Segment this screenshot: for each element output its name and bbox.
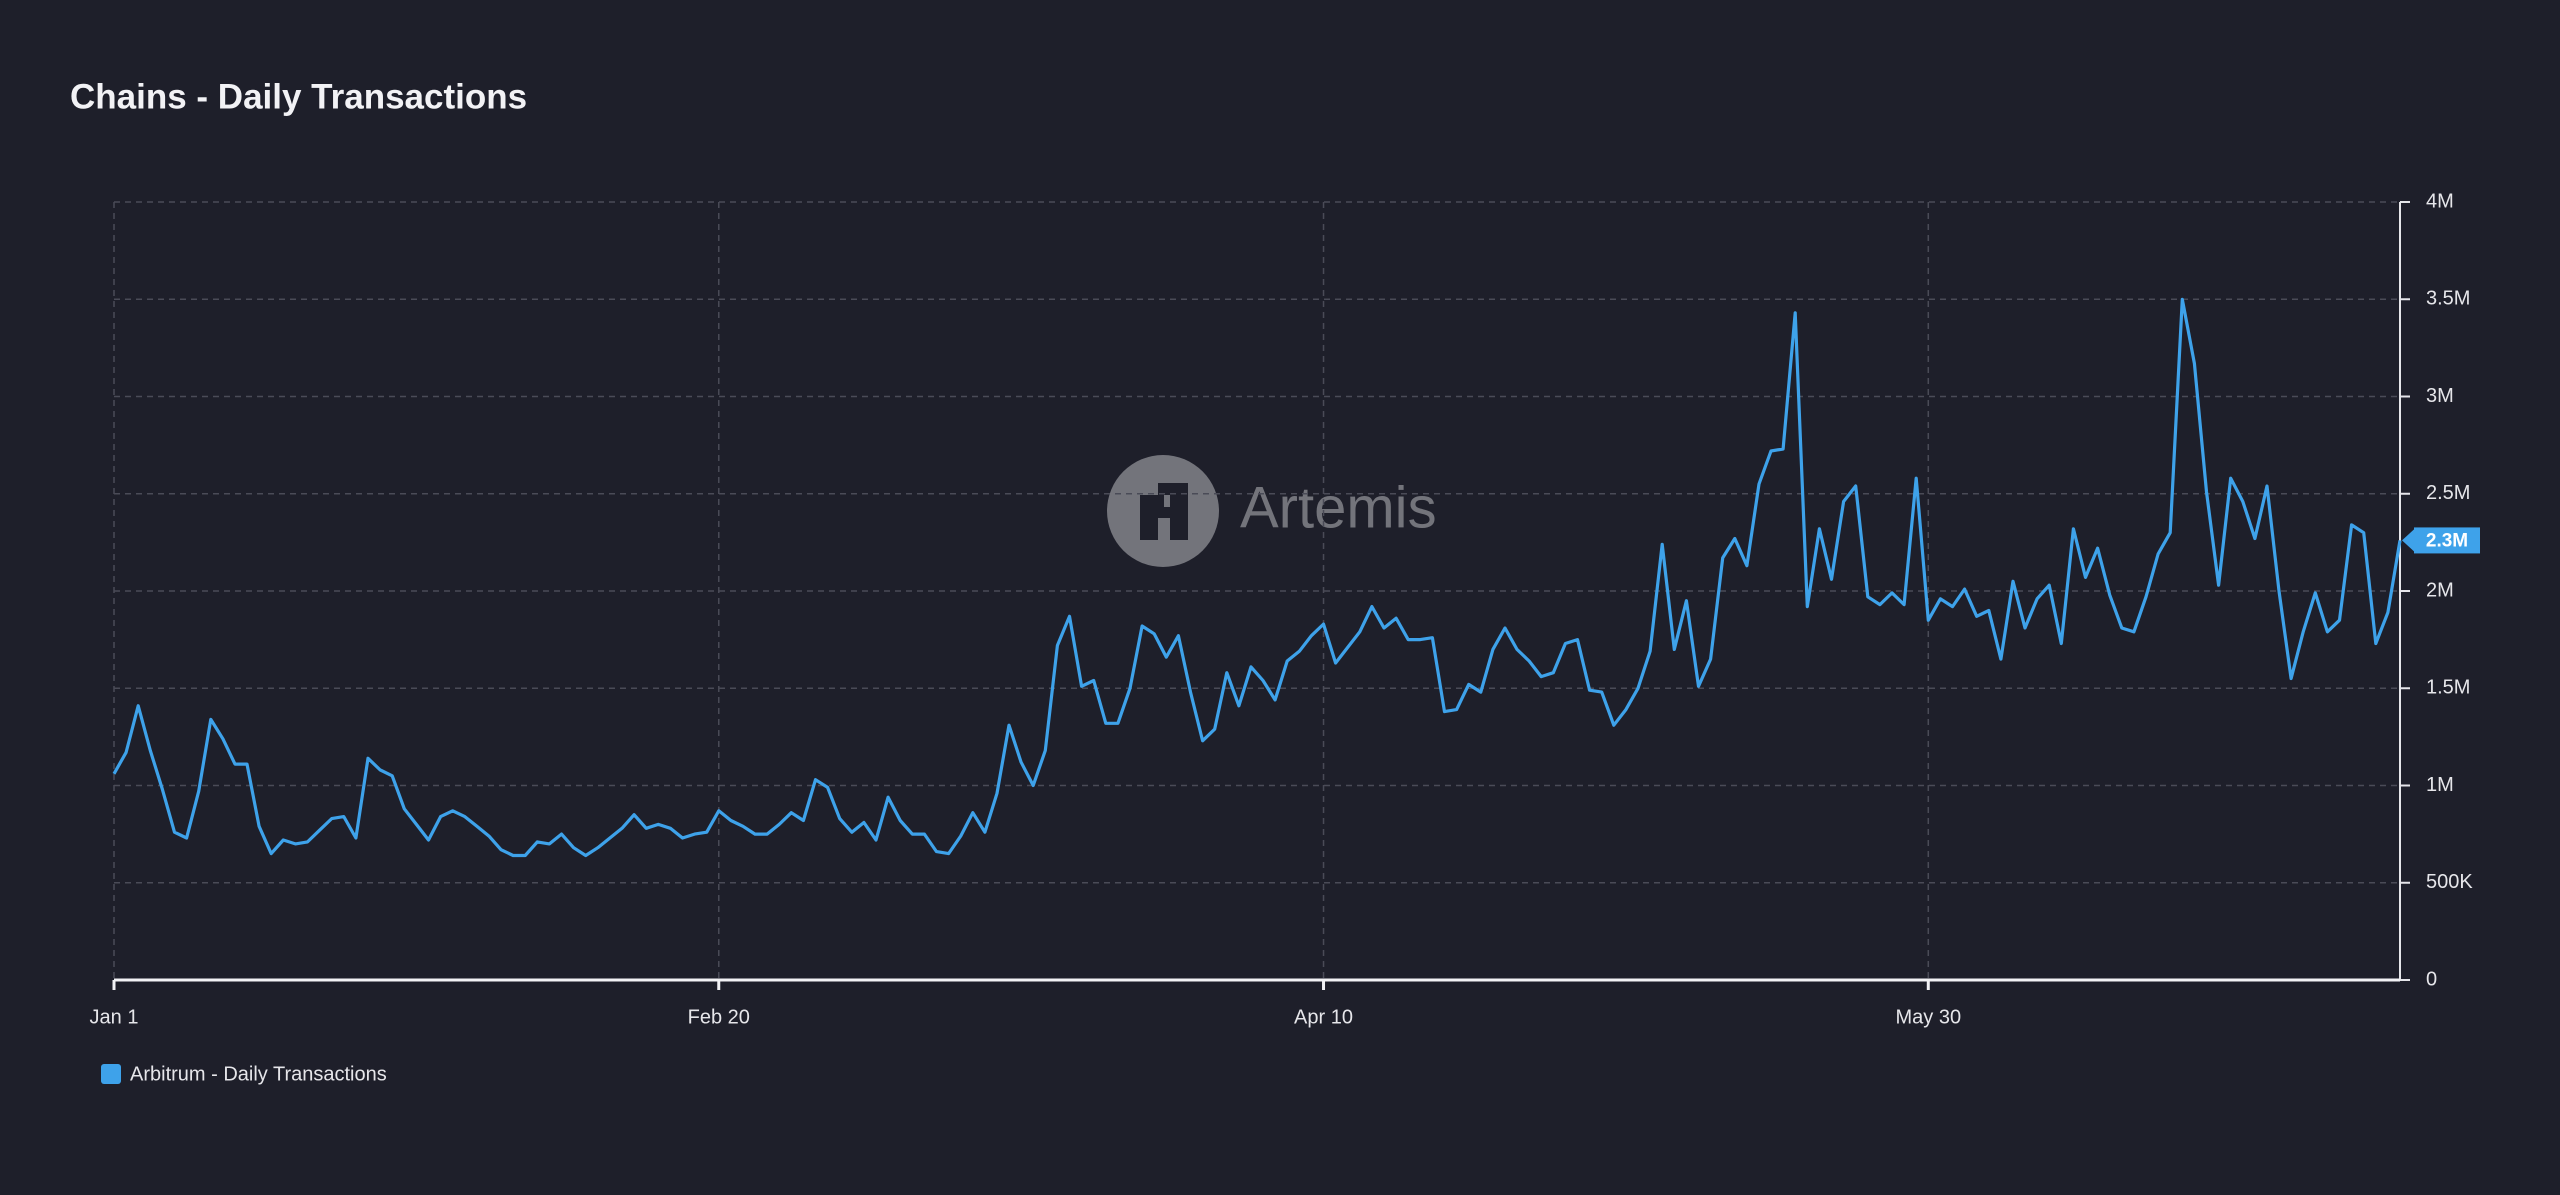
y-tick-label: 2M bbox=[2426, 579, 2454, 601]
watermark-text: Artemis bbox=[1240, 475, 1437, 540]
x-tick-label: Jan 1 bbox=[90, 1006, 139, 1028]
y-tick-label: 4M bbox=[2426, 190, 2454, 212]
chart-title: Chains - Daily Transactions bbox=[70, 77, 527, 116]
x-tick-label: Feb 20 bbox=[688, 1006, 750, 1028]
y-tick-label: 2.5M bbox=[2426, 482, 2470, 504]
y-tick-label: 0 bbox=[2426, 968, 2437, 990]
y-tick-label: 1M bbox=[2426, 774, 2454, 796]
legend-label: Arbitrum - Daily Transactions bbox=[130, 1063, 387, 1085]
x-tick-label: May 30 bbox=[1895, 1006, 1961, 1028]
y-tick-label: 3.5M bbox=[2426, 288, 2470, 310]
value-badge bbox=[2414, 527, 2480, 554]
data-line bbox=[112, 297, 2402, 858]
watermark: Artemis bbox=[1107, 455, 1437, 567]
y-tick-label: 3M bbox=[2426, 385, 2454, 407]
y-tick-label: 500K bbox=[2426, 871, 2473, 893]
watermark-glyph bbox=[1140, 483, 1188, 540]
legend-swatch bbox=[101, 1064, 121, 1084]
y-tick-label: 1.5M bbox=[2426, 677, 2470, 699]
value-badge-arrow bbox=[2402, 529, 2414, 552]
value-label: 2.3M bbox=[2426, 530, 2468, 551]
x-tick-label: Apr 10 bbox=[1294, 1006, 1353, 1028]
